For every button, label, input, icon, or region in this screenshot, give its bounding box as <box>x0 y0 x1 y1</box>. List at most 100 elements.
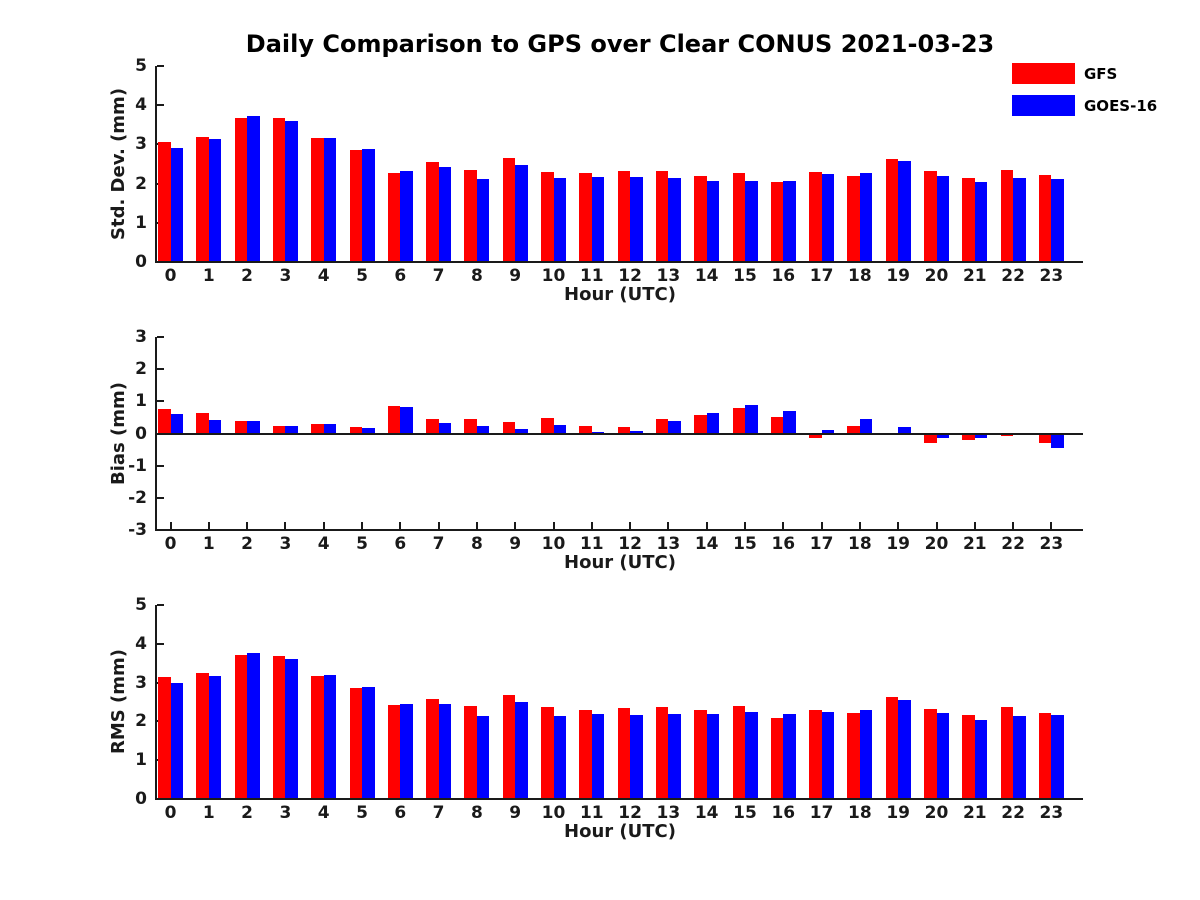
x-tick-label: 5 <box>356 534 368 554</box>
y-tick-label: 2 <box>135 711 147 731</box>
legend-swatch-goes-16 <box>1012 95 1075 116</box>
bar-goes-16-h19 <box>898 160 911 262</box>
bar-goes-16-h6 <box>400 704 413 799</box>
x-tick-label: 23 <box>1039 266 1064 286</box>
bar-gfs-h14 <box>694 175 707 262</box>
x-tick-label: 19 <box>886 803 911 823</box>
bar-goes-16-h2 <box>247 652 260 799</box>
y-tick <box>157 465 164 467</box>
bar-goes-16-h7 <box>438 423 452 434</box>
x-tick <box>973 522 976 529</box>
y-tick-label: 5 <box>135 56 147 76</box>
bar-goes-16-h14 <box>706 413 720 434</box>
bar-goes-16-h21 <box>974 182 988 262</box>
zero-line <box>157 433 1083 435</box>
x-tick-label: 9 <box>509 266 522 286</box>
x-tick <box>935 522 938 529</box>
bar-gfs-h16 <box>770 416 784 434</box>
x-tick-label: 14 <box>694 803 719 823</box>
bar-gfs-h9 <box>502 695 516 799</box>
x-axis-label: Hour (UTC) <box>564 821 676 842</box>
x-tick <box>284 522 287 529</box>
x-tick-label: 7 <box>432 266 445 286</box>
bar-gfs-h22 <box>1000 707 1014 799</box>
bar-gfs-h12 <box>617 708 631 799</box>
y-axis-label: RMS (mm) <box>108 649 129 755</box>
bar-goes-16-h3 <box>285 426 298 434</box>
bar-gfs-h23 <box>1038 713 1052 799</box>
x-tick-label: 23 <box>1039 534 1064 554</box>
x-tick-label: 7 <box>432 534 445 554</box>
bar-gfs-h17 <box>809 172 822 262</box>
x-tick-label: 4 <box>317 534 330 554</box>
y-tick-label: 4 <box>135 95 147 115</box>
legend-swatch-gfs <box>1012 63 1075 84</box>
bar-goes-16-h13 <box>668 421 681 434</box>
x-tick-label: 20 <box>924 266 949 286</box>
x-tick-label: 12 <box>618 266 642 286</box>
x-axis-label: Hour (UTC) <box>564 284 676 305</box>
bar-gfs-h3 <box>272 425 286 434</box>
bar-gfs-h10 <box>541 707 554 799</box>
bar-gfs-h13 <box>655 418 669 434</box>
bar-goes-16-h3 <box>285 658 298 799</box>
y-tick-label: -1 <box>128 456 147 476</box>
x-tick-label: 18 <box>848 534 872 554</box>
x-tick-label: 0 <box>164 266 177 286</box>
x-tick-label: 3 <box>279 803 292 823</box>
bar-gfs-h7 <box>426 699 439 799</box>
bar-gfs-h7 <box>426 418 439 434</box>
x-tick-label: 22 <box>1001 266 1025 286</box>
x-tick-label: 22 <box>1001 534 1025 554</box>
bar-goes-16-h6 <box>400 407 413 434</box>
legend-label: GFS <box>1084 64 1118 83</box>
x-tick <box>322 522 325 529</box>
bar-goes-16-h12 <box>630 177 643 262</box>
bar-gfs-h11 <box>579 173 592 262</box>
bar-goes-16-h5 <box>362 149 375 262</box>
bar-goes-16-h5 <box>362 427 375 434</box>
bar-goes-16-h2 <box>247 421 260 434</box>
bar-gfs-h2 <box>234 421 248 434</box>
bar-gfs-h21 <box>962 433 975 440</box>
bar-goes-16-h7 <box>438 704 452 799</box>
x-tick-label: 10 <box>541 266 566 286</box>
bar-gfs-h13 <box>655 171 669 262</box>
y-axis-spine <box>155 605 157 800</box>
y-tick-label: 3 <box>135 673 147 693</box>
bar-gfs-h18 <box>847 712 860 799</box>
bar-goes-16-h20 <box>936 175 949 262</box>
bar-gfs-h6 <box>387 405 401 434</box>
bar-gfs-h23 <box>1038 175 1052 262</box>
x-tick <box>169 522 172 529</box>
y-tick-label: 5 <box>135 595 147 615</box>
bar-goes-16-h10 <box>553 715 566 799</box>
bar-gfs-h14 <box>694 414 707 434</box>
bar-goes-16-h18 <box>859 419 873 434</box>
x-tick <box>207 522 210 529</box>
x-tick-label: 4 <box>317 266 330 286</box>
x-tick-label: 8 <box>470 534 483 554</box>
bar-goes-16-h4 <box>323 674 337 799</box>
bar-goes-16-h16 <box>783 411 796 434</box>
y-tick-label: 3 <box>135 327 147 347</box>
y-tick <box>157 104 164 106</box>
x-tick-label: 12 <box>618 534 642 554</box>
bar-goes-16-h20 <box>936 713 949 799</box>
x-tick-label: 19 <box>886 266 911 286</box>
x-tick <box>1012 522 1015 529</box>
bar-goes-16-h12 <box>630 430 643 434</box>
x-axis-label: Hour (UTC) <box>564 552 676 573</box>
x-tick-label: 14 <box>694 266 719 286</box>
bar-goes-16-h21 <box>974 719 988 799</box>
bar-goes-16-h19 <box>898 427 911 434</box>
bar-gfs-h10 <box>541 418 554 434</box>
bar-gfs-h17 <box>809 433 822 439</box>
x-tick <box>1050 522 1053 529</box>
bar-goes-16-h0 <box>170 413 183 434</box>
x-tick-label: 12 <box>618 803 642 823</box>
y-tick-label: 1 <box>135 391 147 411</box>
x-tick-label: 21 <box>962 803 987 823</box>
bar-gfs-h15 <box>732 706 745 799</box>
x-tick-label: 0 <box>164 534 177 554</box>
